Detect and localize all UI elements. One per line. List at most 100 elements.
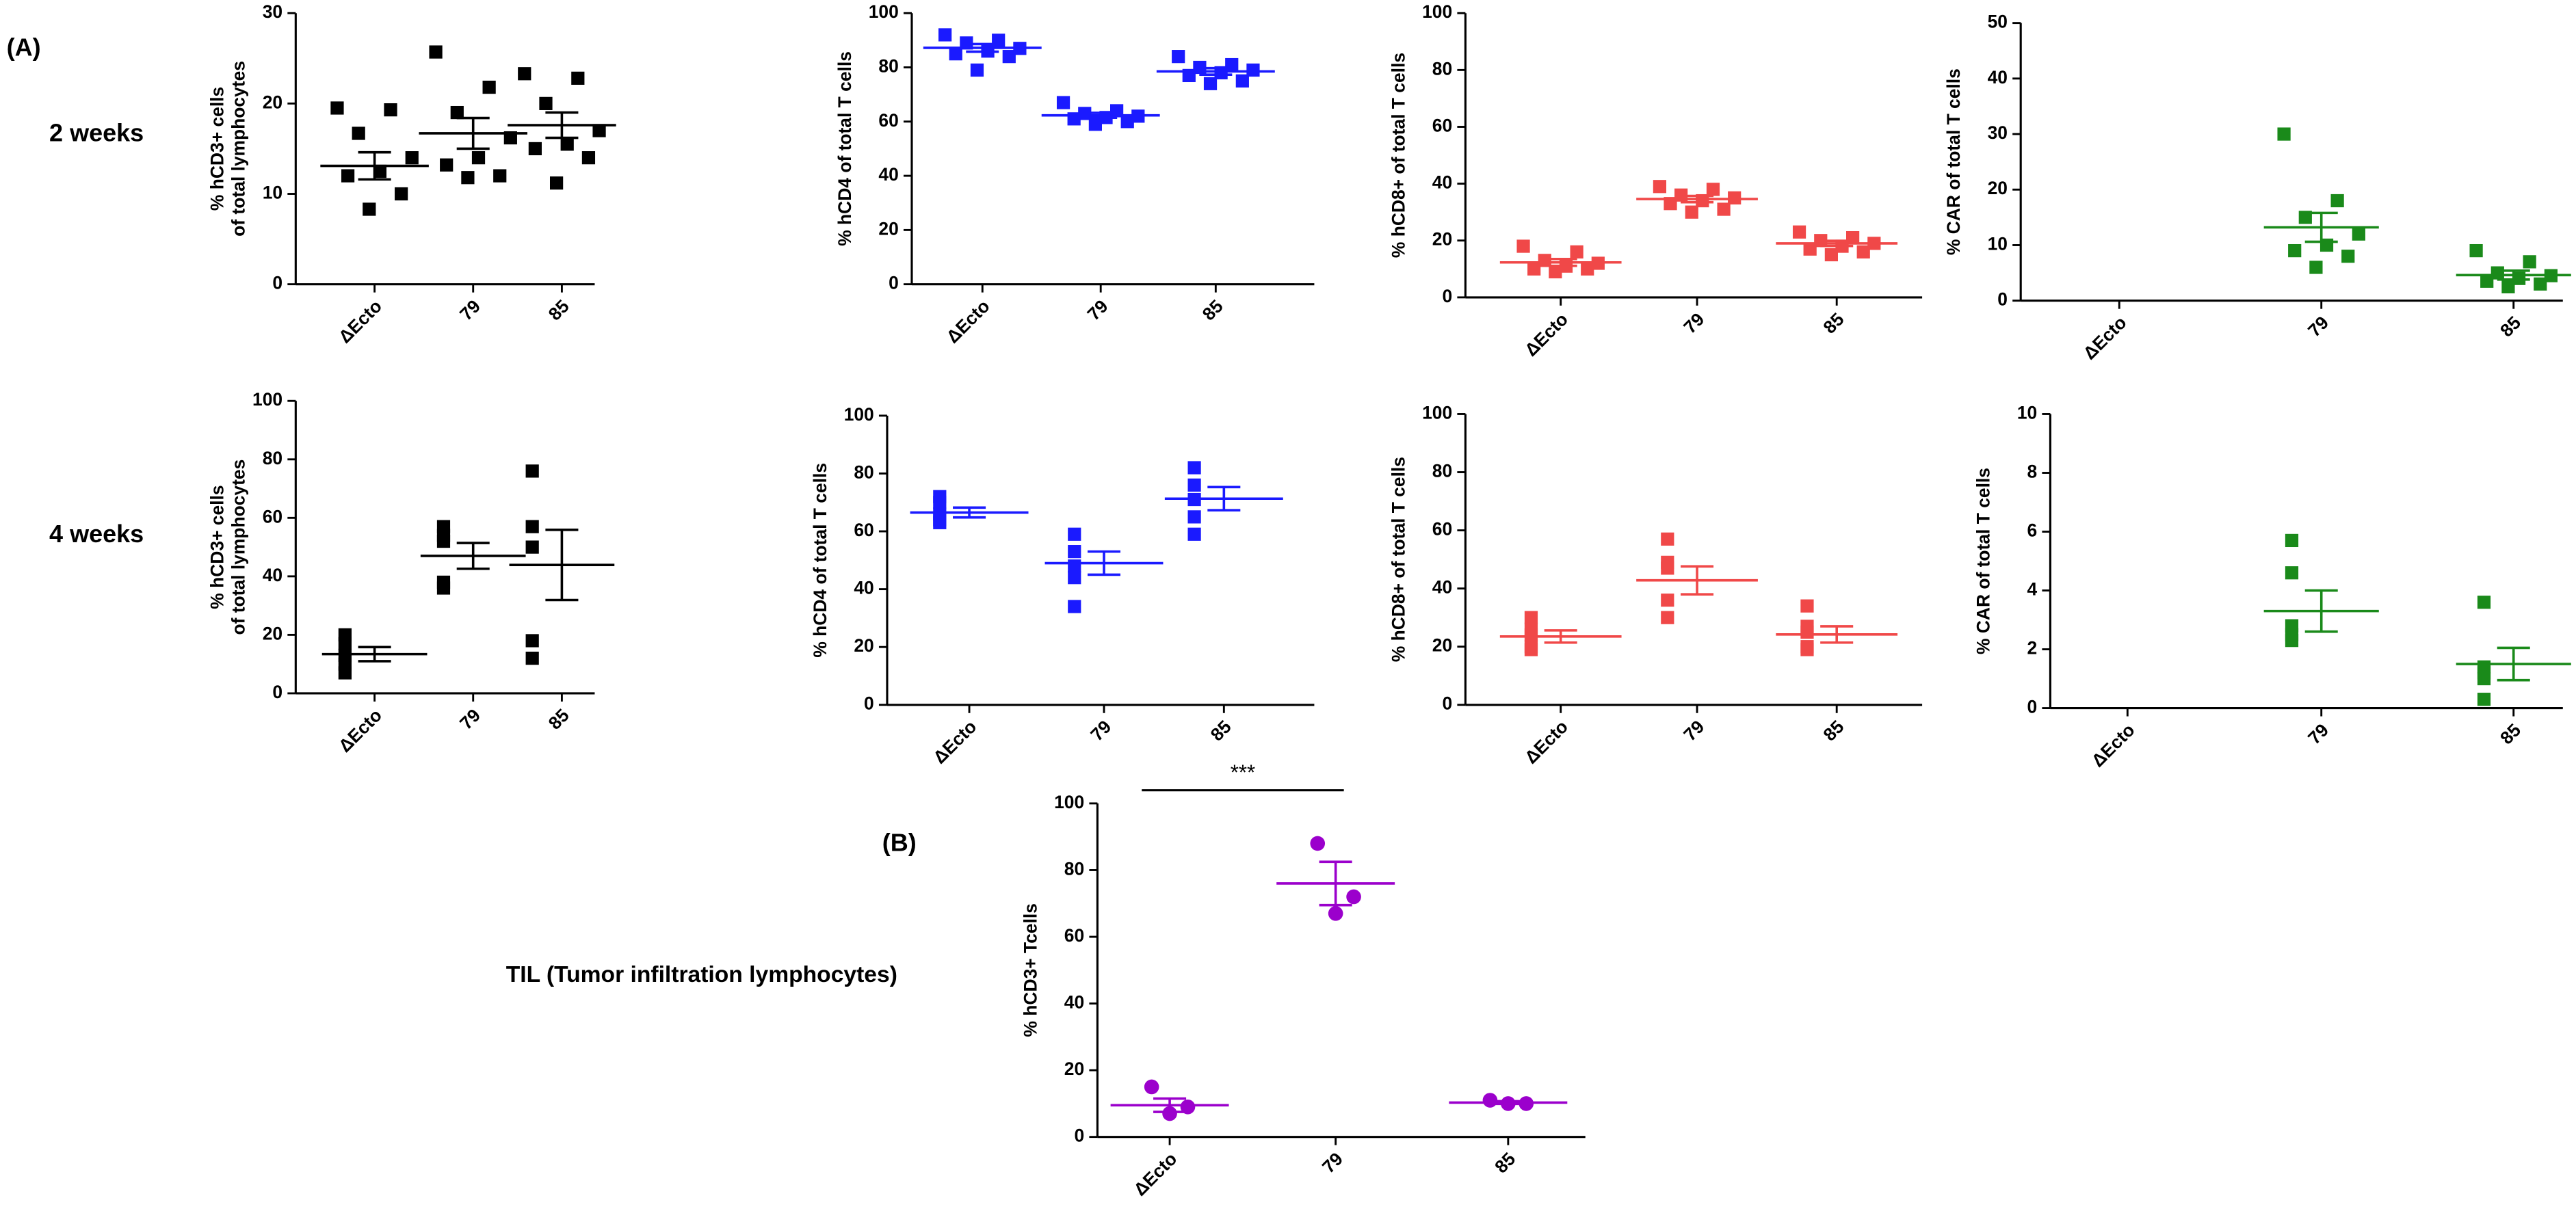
y-tick-label: 0 <box>2027 697 2038 717</box>
data-point <box>1002 50 1016 64</box>
y-tick-label: 6 <box>2027 520 2038 540</box>
data-point <box>539 96 553 110</box>
data-point <box>1246 63 1260 77</box>
data-point <box>1524 643 1538 656</box>
data-point <box>1056 96 1070 109</box>
y-axis-label: % hCD8+ of total T cells <box>1388 53 1408 258</box>
y-tick-label: 40 <box>878 164 898 185</box>
data-point <box>1685 205 1698 219</box>
x-tick-label: ΔEcto <box>943 295 994 347</box>
data-point <box>2480 274 2494 288</box>
data-point <box>1800 599 1814 613</box>
error-bar <box>358 150 391 181</box>
data-point <box>1187 527 1201 541</box>
y-axis-label: % hCD8+ of total T cells <box>1388 457 1408 662</box>
data-point <box>2330 194 2344 208</box>
data-point <box>1214 66 1228 80</box>
y-tick-label: 40 <box>1432 172 1452 193</box>
panel: 0 20 40 60 80 100 % hCD4 of total T cells ΔEcto… <box>834 1 1315 347</box>
panel: 0 20 40 60 80 100 % hCD8+ of total T cells ΔEct… <box>1388 1 1923 360</box>
data-point <box>1527 262 1541 276</box>
y-tick-label: 0 <box>1442 693 1452 714</box>
data-point <box>2534 277 2547 291</box>
row-label: 2 weeks <box>49 119 144 147</box>
data-point <box>2285 634 2299 648</box>
data-point <box>933 496 947 509</box>
data-point <box>461 171 475 185</box>
error-bar <box>1820 625 1854 644</box>
y-tick-label: 2 <box>2027 638 2038 658</box>
panel: 0 10 20 30 40 50 % CAR of total T cells ΔEcto 79… <box>1943 12 2571 364</box>
data-point <box>436 581 451 595</box>
y-tick-label: 0 <box>889 273 899 293</box>
x-tick-label: 79 <box>1679 309 1708 338</box>
data-point <box>1661 532 1674 546</box>
data-point <box>471 151 486 165</box>
data-point <box>2501 280 2515 293</box>
y-tick-label: 8 <box>2027 461 2038 481</box>
data-point <box>1803 242 1817 256</box>
x-tick-label: 85 <box>544 295 573 324</box>
y-tick-label: 60 <box>878 110 898 131</box>
panel: 0 20 40 60 80 100 % hCD3+ Tcells ΔEcto 79 85 *** <box>1020 760 1586 1200</box>
data-point <box>338 666 352 680</box>
error-bar <box>545 529 579 602</box>
y-tick-label: 20 <box>263 623 282 643</box>
y-tick-label: 60 <box>1432 519 1452 540</box>
data-point <box>571 71 585 85</box>
x-tick-label: 79 <box>2304 312 2332 341</box>
data-point <box>429 45 443 59</box>
x-tick-label: 85 <box>1819 717 1848 745</box>
y-tick-label: 20 <box>1432 635 1452 656</box>
data-point <box>1310 836 1326 851</box>
y-tick-label: 60 <box>1432 115 1452 135</box>
data-point <box>938 28 952 42</box>
y-tick-label: 100 <box>1054 792 1084 812</box>
y-tick-label: 20 <box>878 218 898 239</box>
y-tick-label: 30 <box>1988 122 2008 143</box>
data-point <box>525 464 539 478</box>
data-point <box>1088 118 1102 131</box>
y-tick-label: 60 <box>1064 925 1084 946</box>
data-point <box>1524 611 1538 624</box>
y-axis-label: % hCD3+ cells <box>207 87 227 211</box>
error-bar <box>1681 565 1714 596</box>
error-bar <box>1544 257 1577 267</box>
data-point <box>525 634 539 648</box>
data-point <box>1187 461 1201 475</box>
data-point <box>933 516 947 529</box>
panel: 0 20 40 60 80 100 % hCD3+ cells of total lympho… <box>207 389 615 756</box>
error-bar <box>456 116 490 150</box>
row-label: 4 weeks <box>49 520 144 548</box>
data-point <box>2469 243 2483 258</box>
data-point <box>1717 202 1731 216</box>
data-point <box>341 169 355 183</box>
data-point <box>1661 561 1674 575</box>
y-tick-label: 60 <box>854 520 873 540</box>
data-point <box>1120 115 1134 129</box>
y-tick-label: 40 <box>1432 577 1452 598</box>
data-point <box>1792 225 1806 239</box>
y-tick-label: 0 <box>272 273 282 293</box>
y-tick-label: 50 <box>1988 12 2008 32</box>
x-tick-label: 79 <box>456 295 484 324</box>
data-point <box>2285 566 2299 580</box>
y-axis-label: % CAR of total T cells <box>1943 68 1964 255</box>
data-point <box>1800 643 1814 656</box>
data-point <box>1346 889 1361 905</box>
error-bar <box>1087 550 1121 576</box>
data-point <box>970 63 984 77</box>
data-point <box>1661 594 1674 607</box>
data-point <box>450 105 464 120</box>
x-tick-label: ΔEcto <box>2079 312 2131 363</box>
y-tick-label: 20 <box>1988 178 2008 198</box>
data-point <box>525 652 539 665</box>
x-tick-label: 85 <box>2496 312 2525 341</box>
error-bar <box>1207 485 1241 511</box>
data-point <box>1328 906 1343 921</box>
x-tick-label: 79 <box>2304 719 2332 748</box>
data-point <box>1172 50 1185 64</box>
y-tick-label: 0 <box>1442 286 1452 306</box>
data-point <box>549 176 564 190</box>
